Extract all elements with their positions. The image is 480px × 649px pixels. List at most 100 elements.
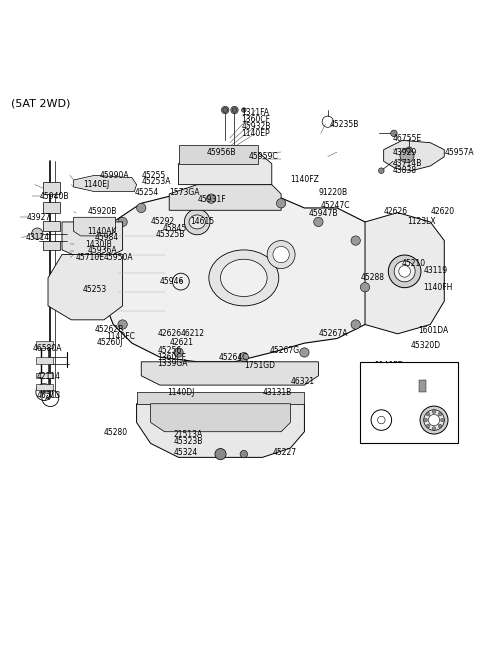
Bar: [419, 380, 426, 392]
Circle shape: [118, 217, 127, 227]
Text: 46755E: 46755E: [393, 134, 422, 143]
Circle shape: [300, 348, 309, 357]
Circle shape: [426, 424, 430, 428]
Circle shape: [259, 396, 266, 402]
Text: 45247C: 45247C: [321, 201, 350, 210]
Polygon shape: [384, 140, 444, 171]
Text: 45254: 45254: [134, 188, 158, 197]
Circle shape: [407, 147, 412, 153]
Circle shape: [438, 424, 442, 428]
Text: 1360CF: 1360CF: [241, 115, 271, 124]
Text: 1140FD: 1140FD: [374, 361, 404, 370]
Text: 45264C: 45264C: [218, 352, 248, 361]
Ellipse shape: [184, 209, 210, 235]
Text: A: A: [45, 395, 49, 401]
Circle shape: [232, 108, 237, 112]
Circle shape: [276, 199, 286, 208]
Text: 1573GA: 1573GA: [169, 188, 200, 197]
Text: 1140AK: 1140AK: [88, 227, 117, 236]
Text: 45710E: 45710E: [76, 253, 105, 262]
Text: 45956B: 45956B: [206, 147, 236, 156]
Text: 45936A: 45936A: [88, 247, 117, 255]
Circle shape: [426, 412, 430, 416]
Circle shape: [400, 149, 414, 163]
Text: 42620: 42620: [430, 207, 455, 216]
Text: 45920B: 45920B: [88, 207, 117, 216]
Text: A: A: [179, 279, 183, 284]
Text: 1311FA: 1311FA: [241, 108, 269, 117]
Circle shape: [360, 282, 370, 292]
Text: 91220B: 91220B: [318, 188, 348, 197]
Bar: [43, 202, 60, 213]
Text: 43714B: 43714B: [393, 159, 422, 168]
Text: 1140FH: 1140FH: [423, 283, 453, 291]
Polygon shape: [137, 404, 304, 458]
Text: 1601DH: 1601DH: [368, 395, 399, 404]
Circle shape: [217, 372, 224, 380]
Circle shape: [231, 396, 238, 402]
Text: 45299: 45299: [413, 409, 437, 417]
Circle shape: [432, 426, 436, 430]
Text: 45235B: 45235B: [330, 119, 360, 129]
Circle shape: [32, 228, 43, 239]
Text: 45323B: 45323B: [174, 437, 203, 446]
Circle shape: [193, 372, 201, 380]
Circle shape: [424, 410, 444, 430]
Text: 45324: 45324: [174, 448, 198, 457]
Text: 45288: 45288: [360, 273, 384, 282]
Ellipse shape: [399, 265, 410, 277]
Text: 45253A: 45253A: [141, 177, 171, 186]
Text: 1140DJ: 1140DJ: [167, 387, 194, 397]
Text: 45267G: 45267G: [269, 346, 300, 355]
Bar: [43, 221, 60, 231]
Circle shape: [240, 151, 248, 158]
Text: 45950A: 45950A: [104, 253, 133, 262]
Text: 45931F: 45931F: [197, 195, 226, 204]
Circle shape: [152, 372, 159, 380]
Polygon shape: [62, 222, 122, 264]
Bar: [36, 373, 53, 378]
Circle shape: [250, 151, 257, 158]
Text: 21513A: 21513A: [174, 430, 203, 439]
Ellipse shape: [394, 261, 415, 282]
Ellipse shape: [433, 386, 446, 392]
Circle shape: [314, 217, 323, 227]
Circle shape: [268, 372, 276, 380]
Text: 1140FC: 1140FC: [106, 332, 135, 341]
Polygon shape: [179, 152, 272, 185]
Text: 1140FD: 1140FD: [393, 374, 422, 384]
Text: 46513: 46513: [36, 391, 60, 400]
Bar: [179, 145, 258, 164]
Text: 46321: 46321: [290, 377, 314, 386]
Ellipse shape: [220, 259, 267, 297]
Text: 45262B: 45262B: [95, 324, 124, 334]
Text: 1140EP: 1140EP: [241, 129, 270, 138]
Ellipse shape: [388, 255, 421, 288]
Polygon shape: [73, 175, 137, 191]
Circle shape: [215, 448, 226, 459]
Text: 1339GA: 1339GA: [157, 359, 188, 368]
Text: 45280: 45280: [104, 428, 128, 437]
Text: 45845: 45845: [162, 224, 186, 233]
Circle shape: [351, 320, 360, 329]
Text: 46212: 46212: [181, 329, 205, 338]
Text: 45210: 45210: [401, 260, 425, 269]
Text: 43838: 43838: [393, 166, 417, 175]
Circle shape: [351, 236, 360, 245]
Circle shape: [291, 372, 299, 380]
Bar: [43, 182, 60, 194]
Circle shape: [221, 151, 229, 158]
Text: 14615: 14615: [190, 217, 215, 225]
Text: 45255: 45255: [141, 171, 166, 180]
Text: 1123LX: 1123LX: [407, 217, 436, 225]
Circle shape: [137, 203, 146, 213]
Text: 1140FZ: 1140FZ: [290, 175, 319, 184]
Circle shape: [175, 396, 182, 402]
Bar: [360, 361, 458, 443]
Text: 45260J: 45260J: [97, 337, 123, 347]
Text: 45984: 45984: [95, 233, 119, 242]
Bar: [36, 384, 53, 390]
Text: 45940B: 45940B: [40, 192, 69, 201]
Text: 45267A: 45267A: [318, 329, 348, 338]
Text: 45957A: 45957A: [444, 149, 474, 158]
